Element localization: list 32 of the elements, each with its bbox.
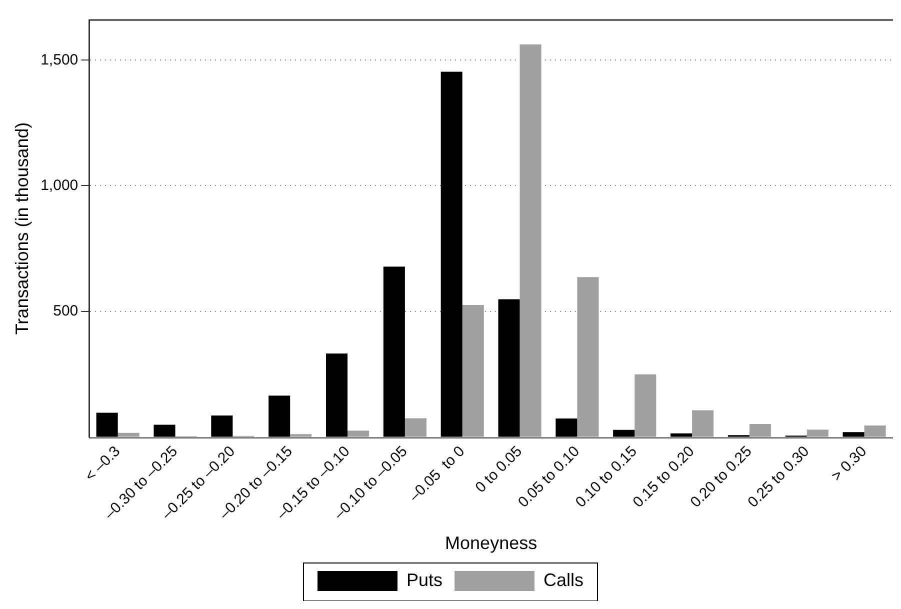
bar [842,432,864,437]
bar [498,299,520,437]
bar [290,434,312,437]
legend-label: Calls [544,570,584,590]
bar [577,277,599,437]
y-tick-label: 500 [53,302,78,320]
bar [404,418,426,437]
bar [326,353,348,437]
bar [634,374,656,437]
bar [268,396,290,437]
x-tick-label: > 0.30 [828,442,870,485]
bar [211,416,233,437]
bar [556,418,578,437]
y-axis-title: Transactions (in thousand) [12,122,32,335]
x-tick-label: < –0.3 [82,442,124,485]
y-tick-label: 1,000 [40,176,78,194]
legend-label: Puts [406,570,443,590]
y-tick-label: 1,500 [40,51,78,68]
bar [96,412,118,437]
bar [440,72,462,437]
bar [154,424,176,437]
bar [864,426,886,437]
bar [613,430,635,437]
bar [383,266,405,437]
bar [520,44,542,437]
bar [692,410,714,437]
bar [462,305,484,437]
bar [749,424,771,437]
x-axis-title: Moneyness [445,533,538,554]
bar [348,430,370,437]
x-tick-label: 0 to 0.05 [472,442,526,496]
bar [806,430,828,437]
